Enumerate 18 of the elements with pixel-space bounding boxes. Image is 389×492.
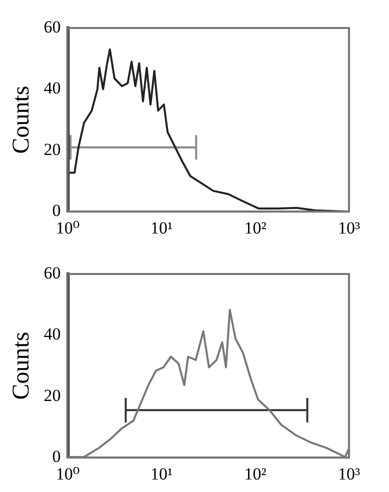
- y-axis-title: Counts: [8, 86, 35, 154]
- y-tick-label: 20: [44, 140, 61, 159]
- x-tick-label: 10³: [338, 218, 360, 238]
- y-tick-label: 40: [44, 324, 61, 344]
- y-tick-label: 0: [52, 447, 61, 466]
- y-tick-label: 60: [44, 263, 61, 282]
- x-tick-label: 10²: [244, 464, 266, 484]
- y-tick-label: 60: [44, 17, 61, 36]
- y-axis-title: Counts: [8, 332, 35, 400]
- y-tick-label: 20: [44, 386, 61, 405]
- y-tick-label: 40: [44, 78, 61, 98]
- y-tick-label: 0: [52, 201, 61, 220]
- x-tick-label: 10⁰: [56, 464, 80, 484]
- x-tick-label: 10⁰: [56, 218, 80, 238]
- x-tick-label: 10³: [338, 464, 360, 484]
- x-tick-label: 10¹: [150, 218, 173, 238]
- x-tick-label: 10¹: [150, 464, 173, 484]
- x-tick-label: 10²: [244, 218, 266, 238]
